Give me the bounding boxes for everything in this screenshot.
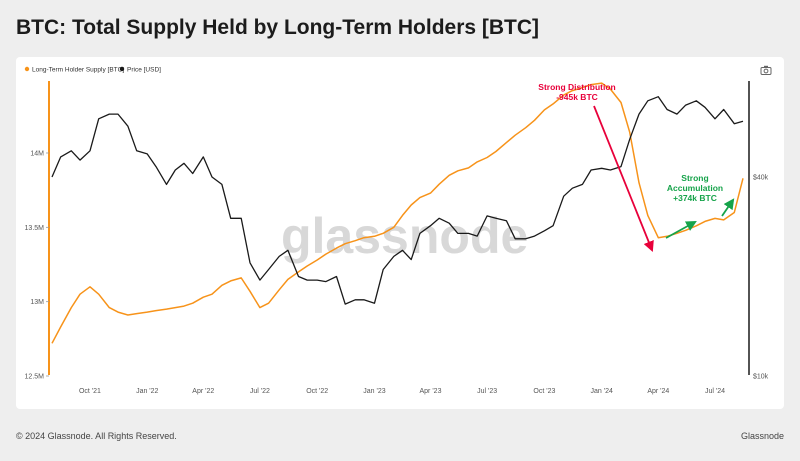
- distribution-arrow: [593, 105, 654, 253]
- x-tick-label: Oct '22: [306, 388, 328, 395]
- lth-supply-line: [51, 82, 744, 344]
- y-left-tick-label: 13M: [30, 299, 44, 306]
- y-left-ticks: 12.5M 13M 13.5M 14M: [25, 151, 49, 381]
- x-ticks: Oct '21 Jan '22 Apr '22 Jul '22 Oct '22 Jan '…: [79, 388, 725, 395]
- distribution-line-2: -945k BTC: [556, 92, 598, 102]
- x-tick-label: Jul '23: [477, 388, 497, 395]
- y-right-tick-label: $40k: [753, 175, 769, 182]
- x-tick-label: Apr '23: [420, 388, 442, 395]
- camera-icon[interactable]: [760, 65, 772, 75]
- accumulation-annotation: Strong Accumulation +374k BTC: [665, 173, 735, 239]
- x-tick-label: Apr '24: [647, 388, 669, 395]
- distribution-line-1: Strong Distribution: [538, 82, 615, 92]
- x-tick-label: Jan '23: [363, 388, 385, 395]
- series-layer: [51, 82, 744, 344]
- page-title: BTC: Total Supply Held by Long-Term Hold…: [16, 16, 540, 39]
- legend-label-lth[interactable]: Long-Term Holder Supply [BTC]: [32, 67, 124, 74]
- x-tick-label: Oct '23: [533, 388, 555, 395]
- legend-marker-lth: [24, 66, 30, 72]
- distribution-annotation: Strong Distribution -945k BTC: [538, 82, 654, 253]
- y-left-tick-label: 13.5M: [25, 225, 45, 232]
- price-line: [51, 96, 744, 305]
- x-tick-label: Jan '24: [591, 388, 613, 395]
- legend-label-price[interactable]: Price [USD]: [127, 67, 161, 74]
- lth-supply-price-chart: glassnode Long-Term Holder Supply [BTC] …: [24, 65, 772, 395]
- legend: Long-Term Holder Supply [BTC] Price [USD…: [24, 66, 161, 74]
- y-right-ticks: $10k $40k: [753, 175, 769, 381]
- y-left-tick-label: 14M: [30, 151, 44, 158]
- y-left-tick-label: 12.5M: [25, 374, 45, 381]
- accumulation-line-3: +374k BTC: [673, 193, 717, 203]
- y-right-tick-label: $10k: [753, 374, 769, 381]
- chart-panel: glassnode Long-Term Holder Supply [BTC] …: [16, 57, 784, 409]
- x-tick-label: Jan '22: [136, 388, 158, 395]
- legend-marker-price: [119, 66, 125, 72]
- x-tick-label: Jul '22: [250, 388, 270, 395]
- footer-copyright: © 2024 Glassnode. All Rights Reserved.: [16, 431, 177, 441]
- footer-brand[interactable]: Glassnode: [740, 431, 784, 441]
- accumulation-arrow-2: [721, 198, 735, 217]
- accumulation-line-2: Accumulation: [667, 183, 723, 193]
- accumulation-arrow-1: [665, 220, 697, 239]
- accumulation-line-1: Strong: [681, 173, 708, 183]
- x-tick-label: Apr '22: [192, 388, 214, 395]
- x-tick-label: Jul '24: [705, 388, 725, 395]
- x-tick-label: Oct '21: [79, 388, 101, 395]
